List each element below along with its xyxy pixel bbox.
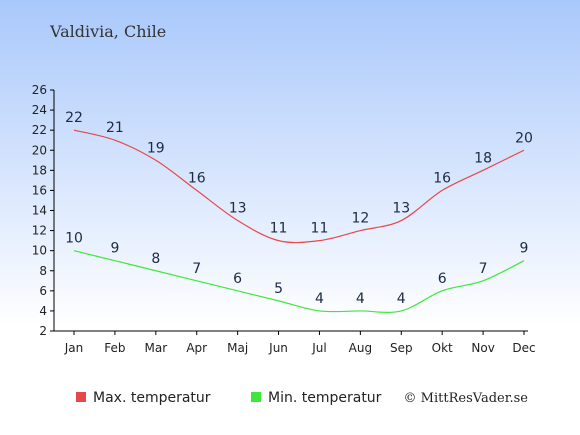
data-label-max: 22 xyxy=(65,110,83,126)
data-label-max: 21 xyxy=(106,120,124,136)
data-label-min: 8 xyxy=(151,251,160,267)
y-tick-label: 6 xyxy=(39,284,47,298)
data-label-min: 7 xyxy=(192,261,201,277)
x-tick-label: Nov xyxy=(471,341,494,355)
y-tick-label: 24 xyxy=(32,103,47,117)
legend: Max. temperatur Min. temperatur xyxy=(76,390,382,406)
data-label-max: 20 xyxy=(515,130,533,146)
data-label-max: 11 xyxy=(270,221,288,237)
y-tick-label: 26 xyxy=(32,83,47,97)
data-label-min: 4 xyxy=(356,291,365,307)
x-tick-label: Jun xyxy=(268,341,288,355)
y-tick-label: 16 xyxy=(32,183,47,197)
chart-title: Valdivia, Chile xyxy=(49,22,166,41)
data-label-min: 4 xyxy=(397,291,406,307)
x-tick-label: Feb xyxy=(104,341,125,355)
y-tick-label: 10 xyxy=(32,244,47,258)
y-tick-label: 22 xyxy=(32,123,47,137)
data-label-max: 13 xyxy=(229,201,247,217)
y-tick-label: 18 xyxy=(32,163,47,177)
data-label-min: 7 xyxy=(479,261,488,277)
data-label-min: 10 xyxy=(65,231,83,247)
x-tick-label: Maj xyxy=(227,341,248,355)
data-label-max: 16 xyxy=(433,170,451,186)
data-label-min: 4 xyxy=(315,291,324,307)
series-line-max xyxy=(73,129,525,244)
legend-label-max: Max. temperatur xyxy=(93,390,211,406)
y-tick-label: 14 xyxy=(32,204,47,218)
data-label-max: 18 xyxy=(474,150,492,166)
data-label-min: 6 xyxy=(233,271,242,287)
data-label-max: 13 xyxy=(392,201,410,217)
legend-swatch-min xyxy=(251,392,261,402)
data-label-min: 9 xyxy=(520,241,529,257)
x-tick-label: Okt xyxy=(432,341,453,355)
x-tick-label: Aug xyxy=(349,341,372,355)
data-label-max: 16 xyxy=(188,170,206,186)
x-tick-label: Dec xyxy=(512,341,535,355)
series-layer: 22 21 19 16 13 11 11 12 13 16 18 20 10 9 8 7 6 5 4 4 4 6 7 9 xyxy=(65,110,533,313)
x-tick-label: Jan xyxy=(64,341,84,355)
credit-text: © MittResVader.se xyxy=(404,391,529,406)
data-label-max: 19 xyxy=(147,140,165,156)
y-tick-label: 2 xyxy=(39,324,47,338)
series-line-min xyxy=(73,250,525,313)
y-tick-label: 20 xyxy=(32,143,47,157)
y-tick-label: 4 xyxy=(39,304,47,318)
legend-swatch-max xyxy=(76,392,86,402)
x-tick-label: Apr xyxy=(186,341,207,355)
x-tick-label: Sep xyxy=(390,341,413,355)
data-label-min: 6 xyxy=(438,271,447,287)
x-tick-label: Jul xyxy=(311,341,326,355)
legend-label-min: Min. temperatur xyxy=(268,390,382,406)
y-tick-label: 8 xyxy=(39,264,47,278)
x-tick-label: Mar xyxy=(144,341,167,355)
data-label-max: 12 xyxy=(351,211,369,227)
y-tick-label: 12 xyxy=(32,224,47,238)
data-label-min: 5 xyxy=(274,281,283,297)
data-label-max: 11 xyxy=(311,221,329,237)
data-label-min: 9 xyxy=(110,241,119,257)
